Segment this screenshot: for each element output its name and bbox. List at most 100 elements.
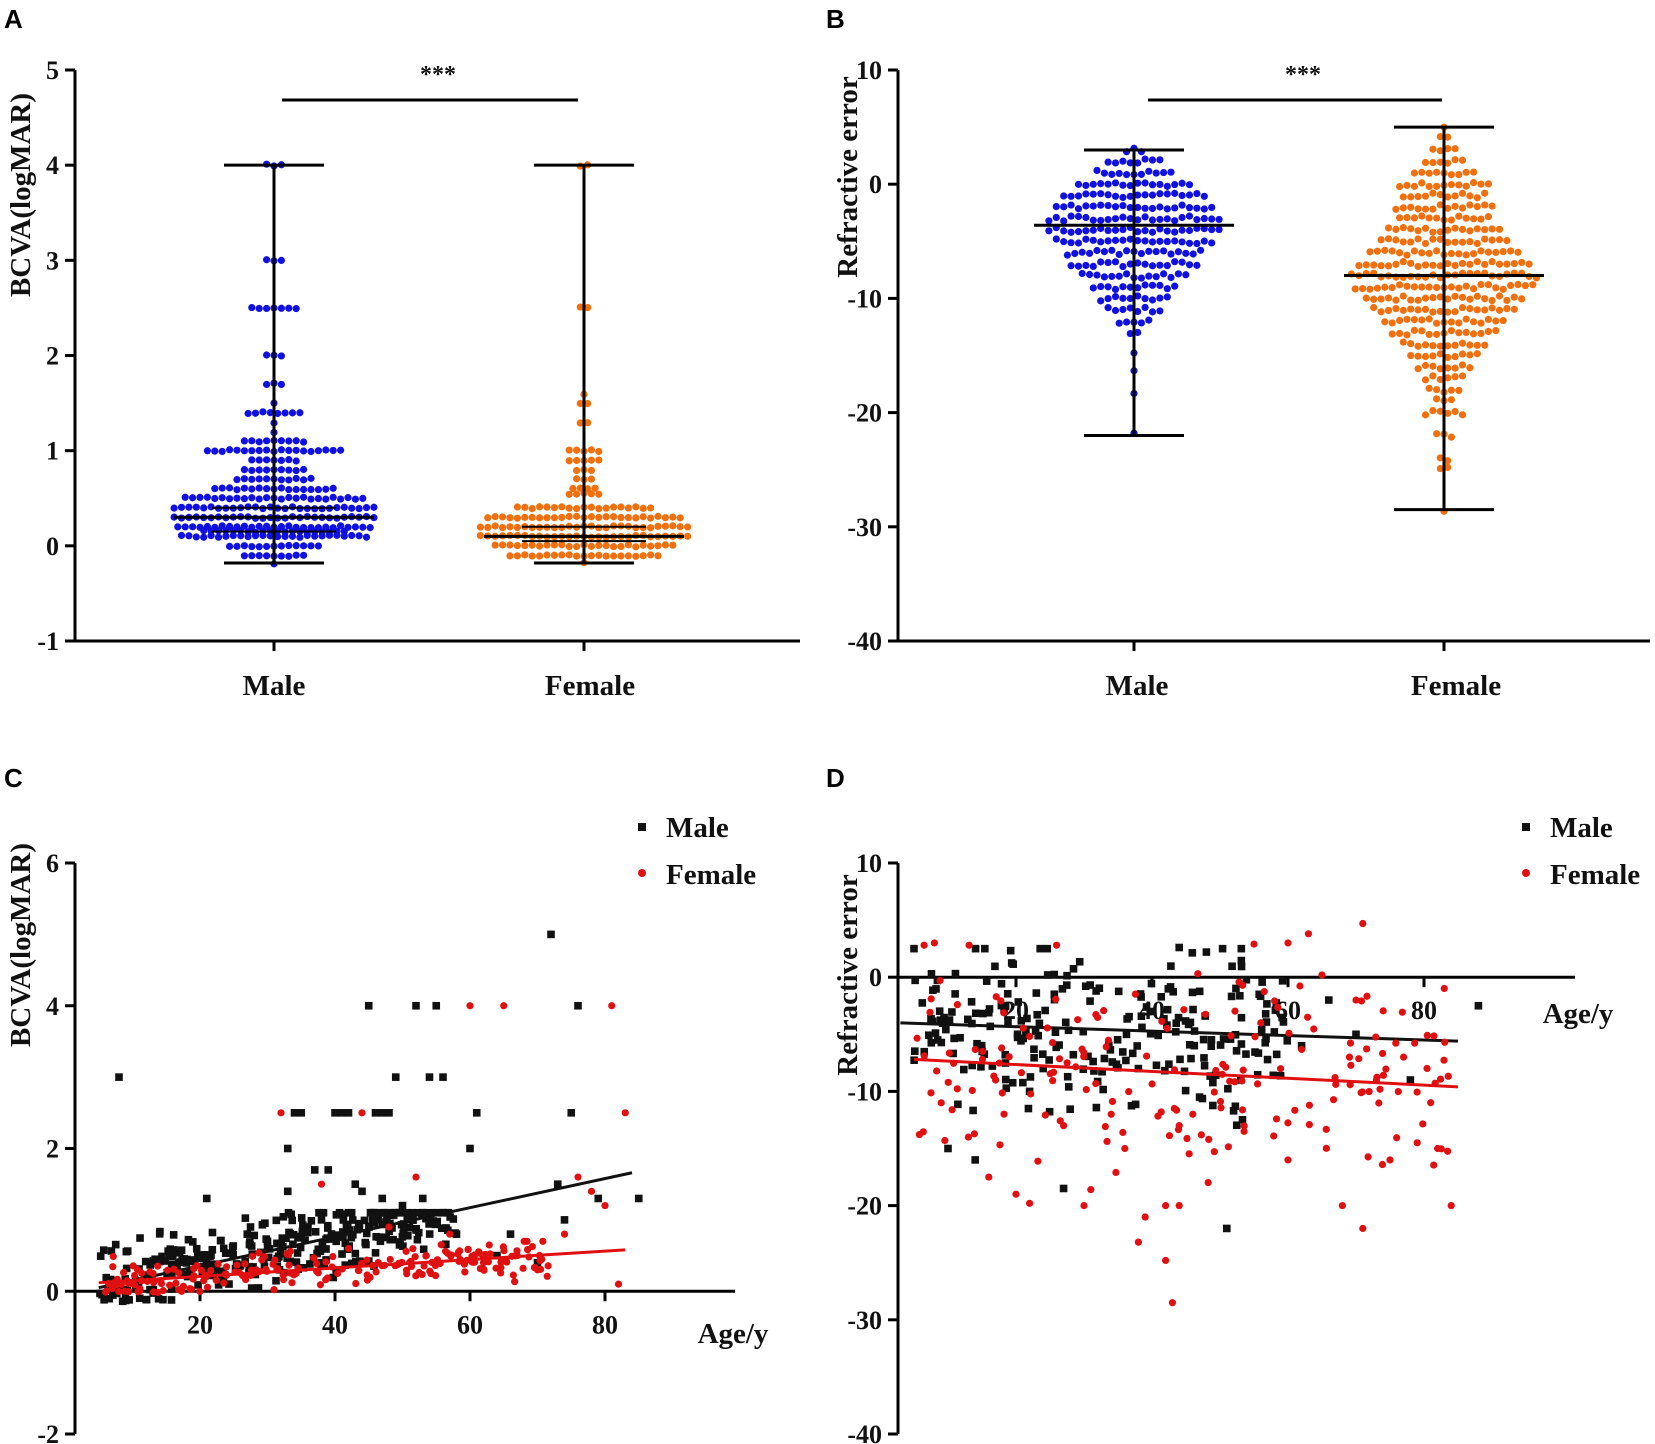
panel-d-female-point <box>1217 1104 1225 1112</box>
panel-d-female-point <box>1210 1088 1218 1096</box>
panel-d-male-point <box>1188 949 1197 957</box>
panel-c-male-point <box>123 1247 132 1255</box>
panel-b-female-point <box>1425 384 1433 392</box>
panel-a-male-point <box>277 304 285 312</box>
panel-a-female-point <box>536 514 544 522</box>
panel-b-female-point <box>1462 282 1470 290</box>
panel-c-male-point <box>167 1296 176 1304</box>
panel-a-male-point <box>274 409 282 418</box>
panel-b-male-point <box>1123 318 1131 326</box>
panel-b-male-point <box>1123 170 1131 179</box>
panel-a-male-point <box>248 456 256 464</box>
panel-c-male-point <box>286 1257 295 1266</box>
panel-c-male-point <box>338 1228 347 1236</box>
panel-c-male-point <box>173 1263 181 1271</box>
panel-c-female-point <box>131 1281 139 1289</box>
panel-d-male-point <box>1231 1102 1240 1111</box>
panel-c-male-point <box>275 1252 283 1261</box>
panel-d-female-point <box>919 1128 927 1136</box>
panel-b-male-point <box>1178 258 1186 266</box>
panel-c-female-point <box>536 1265 545 1273</box>
panel-d-female-point <box>998 1044 1006 1052</box>
panel-c-male-point <box>179 1270 188 1279</box>
panel-c-female-point <box>621 1109 629 1117</box>
panel-b-female-point <box>1514 248 1522 256</box>
panel-b-female-point <box>1429 261 1437 269</box>
panel-a-female-point <box>573 542 581 551</box>
panel-d-female-point <box>1291 1106 1299 1114</box>
panel-c-x-tick-label: 40 <box>322 1310 348 1339</box>
panel-b-male-point <box>1097 216 1105 225</box>
panel-a-male-point <box>244 409 252 418</box>
panel-b-male-point <box>1134 259 1142 267</box>
panel-d-male-point <box>1276 1071 1285 1080</box>
panel-a-male-point <box>255 456 263 464</box>
panel-a-male-point <box>307 447 315 456</box>
panel-d-male-point <box>1079 1027 1088 1036</box>
panel-a-female-point <box>624 541 633 549</box>
panel-c-male-point <box>419 1208 428 1217</box>
panel-c-male-point <box>385 1227 393 1235</box>
panel-d-male-point <box>959 1065 968 1074</box>
panel-b-male-point <box>1182 271 1190 279</box>
panel-c-y-tick-label: 4 <box>46 992 59 1021</box>
panel-d-female-point <box>979 1047 987 1056</box>
panel-a-male-point <box>259 531 267 540</box>
panel-a-male-point <box>240 475 248 483</box>
panel-c-male-point <box>403 1214 412 1223</box>
panel-d-male-point <box>925 1031 933 1040</box>
panel-b-male-point <box>1086 270 1094 279</box>
panel-b-male-point <box>1163 293 1171 301</box>
panel-b-female-point <box>1433 214 1441 222</box>
panel-c-male-point <box>188 1238 197 1246</box>
panel-c-female-point <box>196 1287 204 1296</box>
panel-a-male-point <box>255 495 263 503</box>
panel-b-female-point <box>1418 249 1426 257</box>
panel-c-male-point <box>214 1281 223 1289</box>
panel-c-female-point <box>519 1264 527 1272</box>
panel-c-male-point <box>115 1073 123 1081</box>
panel-d-male-point <box>1237 944 1246 953</box>
panel-d-female-point <box>1357 997 1366 1005</box>
panel-b-female-point <box>1370 303 1378 312</box>
panel-c-male-point <box>389 1211 398 1220</box>
panel-c-male-point <box>282 1234 290 1243</box>
panel-b-male-point <box>1171 204 1179 212</box>
panel-d-female-point <box>920 941 928 949</box>
panel-b-female-point <box>1433 430 1441 438</box>
panel-c-male-point <box>375 1208 384 1217</box>
panel-b-female-point <box>1466 305 1474 313</box>
panel-d-male-point <box>920 1047 929 1056</box>
panel-b-y-tick-label: 10 <box>856 56 882 85</box>
panel-d-male-point <box>1238 1115 1247 1124</box>
panel-a-male-point <box>251 409 260 417</box>
panel-a-female-point <box>676 523 684 531</box>
panel-a-male-point <box>314 494 322 503</box>
panel-a-female-point <box>558 551 566 559</box>
panel-b-male-point <box>1178 179 1186 187</box>
panel-b-female-point <box>1429 308 1437 316</box>
panel-d-female-point <box>998 1089 1006 1097</box>
panel-d-male-point <box>1263 1055 1272 1064</box>
panel-c-female-point <box>119 1268 128 1277</box>
panel-c-male-point <box>263 1242 272 1251</box>
panel-b-female-point <box>1481 201 1489 209</box>
panel-d-female-point <box>1012 1190 1020 1198</box>
panel-b-male-point <box>1089 180 1097 188</box>
panel-d-male-point <box>1017 1017 1026 1025</box>
panel-a-male-point <box>185 532 193 540</box>
panel-b-female-point <box>1418 283 1426 291</box>
panel-d-female-point <box>1056 1117 1064 1125</box>
panel-b-female-point <box>1433 330 1441 338</box>
panel-d-female-point <box>1318 971 1326 979</box>
panel-b-female-point <box>1414 235 1422 243</box>
panel-d-male-point <box>1062 981 1071 989</box>
panel-b-female-point <box>1355 261 1363 270</box>
panel-c-male-point <box>446 1213 454 1221</box>
panel-a-male-point <box>181 493 189 501</box>
panel-a-female-point <box>550 514 559 522</box>
panel-d-male-point <box>1175 943 1183 952</box>
panel-a-male-point <box>248 552 256 560</box>
panel-b-female-point <box>1436 147 1444 155</box>
panel-c-male-point <box>155 1230 164 1238</box>
